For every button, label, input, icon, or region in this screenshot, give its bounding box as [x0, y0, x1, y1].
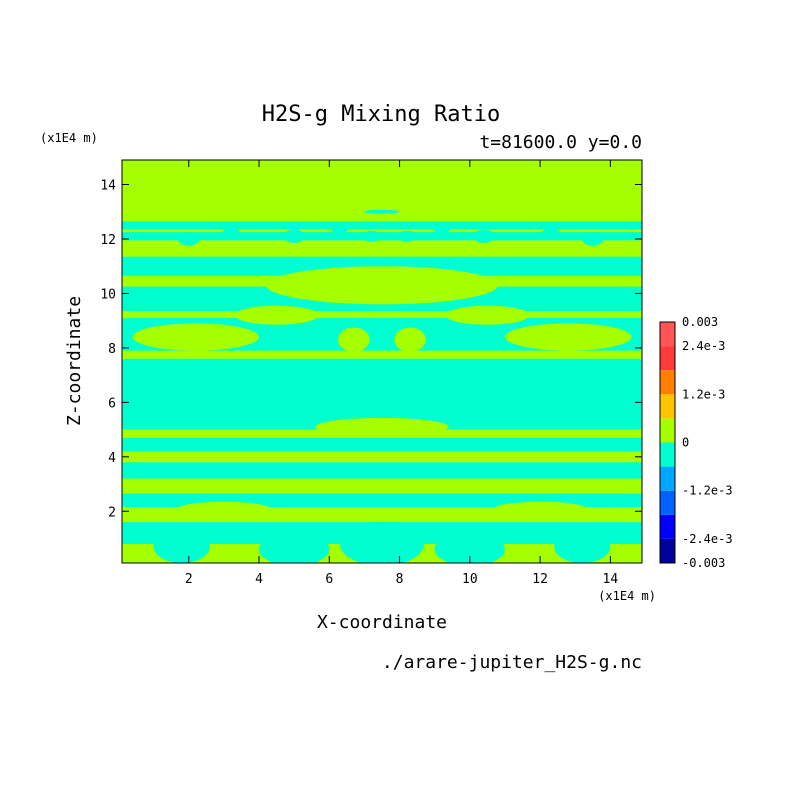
positive-blob-5 — [445, 305, 530, 325]
positive-regions — [132, 266, 632, 516]
colorbar-swatch — [660, 322, 675, 347]
x-axis: 2 4 6 8 10 12 14 — [185, 160, 619, 587]
colorbar-label: 0.003 — [682, 315, 718, 329]
positive-blob-4 — [234, 305, 319, 325]
negative-blob-12 — [283, 229, 305, 244]
positive-blob-2 — [132, 323, 260, 351]
negative-band-6 — [122, 437, 642, 452]
negative-blob-13 — [331, 222, 349, 234]
colorbar-label: -2.4e-3 — [682, 532, 733, 546]
colorbar-swatch — [660, 418, 675, 443]
colorbar-swatch — [660, 514, 675, 539]
colorbar-swatch — [660, 442, 675, 467]
y-axis-unit: (x1E4 m) — [40, 131, 98, 145]
negative-blob-10 — [178, 232, 200, 246]
y-tick-label: 4 — [108, 451, 116, 466]
x-tick-label: 4 — [255, 572, 263, 587]
y-tick-label: 8 — [108, 342, 116, 357]
negative-blob-21 — [153, 530, 210, 563]
colorbar-swatch — [660, 538, 675, 563]
x-tick-label: 6 — [325, 572, 333, 587]
colorbar-swatch — [660, 346, 675, 371]
colorbar-swatch — [660, 394, 675, 419]
negative-blob-14 — [362, 230, 381, 242]
source-filename: ./arare-jupiter_H2S-g.nc — [382, 652, 642, 673]
colorbar-label: 1.2e-3 — [682, 387, 725, 401]
colorbar-label: 2.4e-3 — [682, 339, 725, 353]
negative-band-7 — [122, 462, 642, 479]
negative-blob-11 — [222, 228, 240, 239]
negative-band-1 — [122, 232, 642, 241]
negative-band-2 — [122, 256, 642, 276]
negative-blob-22 — [259, 533, 330, 563]
negative-blob-20 — [364, 209, 400, 214]
y-tick-label: 6 — [108, 396, 116, 411]
x-axis-label: X-coordinate — [317, 612, 447, 633]
chart-subtitle: t=81600.0 y=0.0 — [479, 132, 642, 153]
y-axis: 2 4 6 8 10 12 14 — [100, 179, 642, 520]
colorbar-swatch — [660, 466, 675, 491]
colorbar-label: -1.2e-3 — [682, 484, 733, 498]
y-tick-label: 14 — [100, 179, 116, 194]
x-tick-label: 8 — [396, 572, 404, 587]
positive-blob-9 — [494, 501, 586, 516]
chart-title: H2S-g Mixing Ratio — [262, 102, 500, 127]
plot-frame — [121, 159, 643, 564]
negative-band-0 — [122, 221, 642, 230]
x-tick-label: 14 — [603, 572, 619, 587]
negative-band-5 — [122, 358, 642, 430]
y-axis-label: Z-coordinate — [64, 296, 85, 426]
x-tick-label: 2 — [185, 572, 193, 587]
positive-blob-8 — [178, 501, 270, 516]
positive-blob-0 — [315, 417, 449, 436]
colorbar: 0.003 2.4e-3 1.2e-3 0 -1.2e-3 -2.4e-3 -0.003 — [659, 315, 733, 570]
positive-blob-7 — [394, 327, 426, 352]
colorbar-swatch — [660, 490, 675, 515]
colorbar-label: -0.003 — [682, 556, 725, 570]
negative-blob-15 — [397, 230, 416, 242]
colorbar-label: 0 — [682, 436, 689, 450]
plot-area — [122, 160, 642, 563]
negative-blob-18 — [541, 228, 560, 239]
negative-blob-24 — [434, 533, 505, 563]
y-tick-label: 10 — [100, 287, 116, 302]
x-tick-label: 10 — [462, 572, 478, 587]
negative-blob-25 — [554, 530, 611, 563]
positive-blob-1 — [266, 266, 498, 305]
negative-blob-19 — [582, 232, 604, 246]
positive-blob-3 — [504, 323, 632, 351]
y-tick-label: 2 — [108, 505, 116, 520]
negative-blob-23 — [339, 522, 425, 563]
colorbar-swatch — [660, 370, 675, 395]
x-axis-unit: (x1E4 m) — [598, 589, 656, 603]
positive-blob-6 — [338, 327, 370, 352]
negative-blob-16 — [432, 222, 451, 234]
negative-blob-17 — [473, 229, 495, 244]
colorbar-frame — [659, 321, 676, 564]
x-tick-label: 12 — [532, 572, 548, 587]
y-tick-label: 12 — [100, 233, 116, 248]
